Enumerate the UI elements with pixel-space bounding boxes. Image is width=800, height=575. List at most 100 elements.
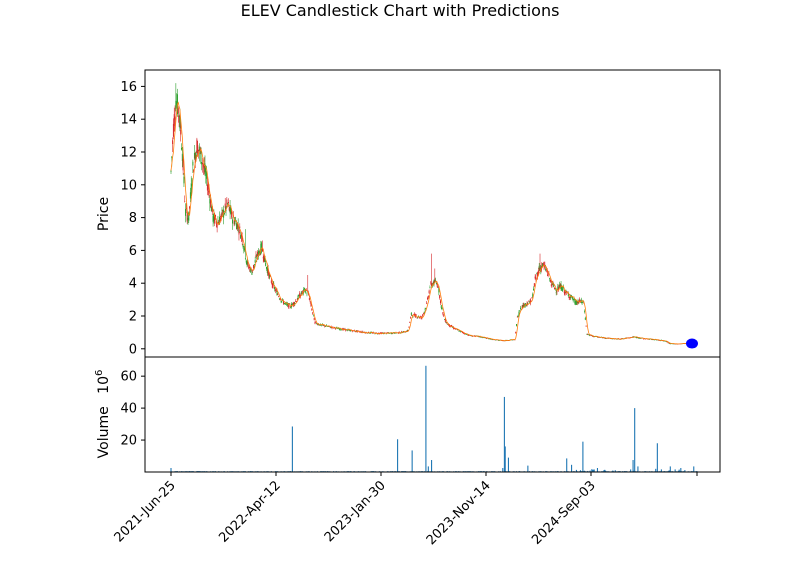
candle-body [439, 295, 441, 299]
candle-body [374, 333, 376, 335]
candle-body [502, 340, 504, 342]
candle-body [189, 192, 191, 199]
candle-body [290, 307, 292, 308]
price-tick-label: 4 [129, 277, 137, 292]
candle-body [232, 219, 234, 224]
volume-axis-exponent: 6 [94, 370, 105, 376]
candle-body [207, 184, 209, 190]
candle-body [422, 313, 424, 314]
candle-body [542, 262, 544, 265]
candle-body [263, 255, 265, 262]
candle-body [186, 214, 188, 222]
candle-body [190, 183, 192, 195]
x-tick-label: 2023-Jan-30 [322, 478, 389, 545]
candle-body [295, 300, 297, 302]
candle-body [430, 282, 432, 284]
candle-body [410, 312, 412, 315]
candle-body [636, 337, 638, 338]
candle-body [239, 226, 241, 228]
candle-body [442, 312, 444, 315]
candle-body [269, 274, 271, 277]
candle-body [546, 270, 548, 273]
volume-bar [170, 468, 172, 472]
candle-body [174, 116, 176, 120]
candle-body [322, 325, 324, 326]
candle-body [428, 290, 430, 294]
price-tick-label: 12 [120, 146, 137, 161]
candle-body [287, 303, 289, 306]
candle-body [587, 334, 589, 335]
candle-body [659, 340, 661, 341]
candle-body [240, 235, 242, 239]
candle-body [579, 300, 581, 302]
candle-body [423, 311, 425, 313]
candle-body [297, 295, 299, 300]
candle-body [532, 294, 534, 298]
candle-body [584, 311, 586, 312]
candle-body [401, 331, 403, 333]
candle-body [388, 332, 390, 334]
volume-bar [425, 365, 427, 472]
candle-body [236, 222, 238, 230]
candle-body [325, 326, 327, 327]
candle-body [533, 283, 535, 287]
candle-body [213, 213, 215, 221]
candle-body [511, 339, 513, 341]
candle-body [619, 339, 621, 340]
candle-body [537, 272, 539, 277]
candle-body [523, 303, 525, 306]
volume-bar [291, 426, 293, 472]
candle-body [220, 213, 222, 218]
candle-body [453, 328, 455, 330]
candle-body [293, 302, 295, 306]
candle-body [651, 339, 653, 341]
candle-body [591, 335, 593, 337]
candle-body [432, 283, 434, 285]
candle-body [348, 329, 350, 331]
candle-body [340, 329, 342, 331]
candle-body [315, 321, 317, 323]
candle-body [557, 286, 559, 291]
candle-body [282, 301, 284, 304]
candle-body [639, 338, 641, 339]
candle-body [261, 249, 263, 252]
candle-body [187, 217, 189, 221]
candle-body [431, 283, 433, 287]
candle-body [309, 301, 311, 302]
volume-bar [684, 470, 686, 472]
candle-body [203, 165, 205, 169]
price-panel [170, 83, 698, 349]
volume-bar [669, 466, 671, 472]
candle-body [596, 336, 598, 338]
x-tick-label: 2023-Nov-14 [424, 478, 494, 548]
candle-body [279, 299, 281, 301]
candle-body [331, 327, 333, 329]
candle-body [200, 147, 202, 164]
candle-body [316, 324, 318, 325]
candle-body [427, 295, 429, 298]
candle-body [242, 244, 244, 247]
candle-body [481, 337, 483, 338]
price-tick-label: 10 [120, 178, 137, 193]
candle-body [333, 327, 335, 329]
candle-body [549, 278, 551, 280]
candle-body [316, 322, 318, 324]
volume-bar [507, 457, 509, 472]
candle-body [338, 328, 340, 330]
candle-body [490, 338, 492, 340]
candle-body [638, 337, 640, 339]
candle-body [342, 328, 344, 330]
candle-body [439, 300, 441, 304]
candle-body [261, 242, 263, 250]
volume-bar [589, 470, 591, 472]
candle-body [251, 272, 253, 275]
candle-body [246, 260, 248, 266]
candle-body [185, 209, 187, 216]
candle-body [425, 308, 427, 309]
candle-body [572, 299, 574, 301]
candle-body [295, 301, 297, 302]
candle-body [651, 339, 653, 341]
volume-bar [678, 469, 680, 472]
candle-body [306, 293, 308, 295]
candle-body [327, 326, 329, 327]
